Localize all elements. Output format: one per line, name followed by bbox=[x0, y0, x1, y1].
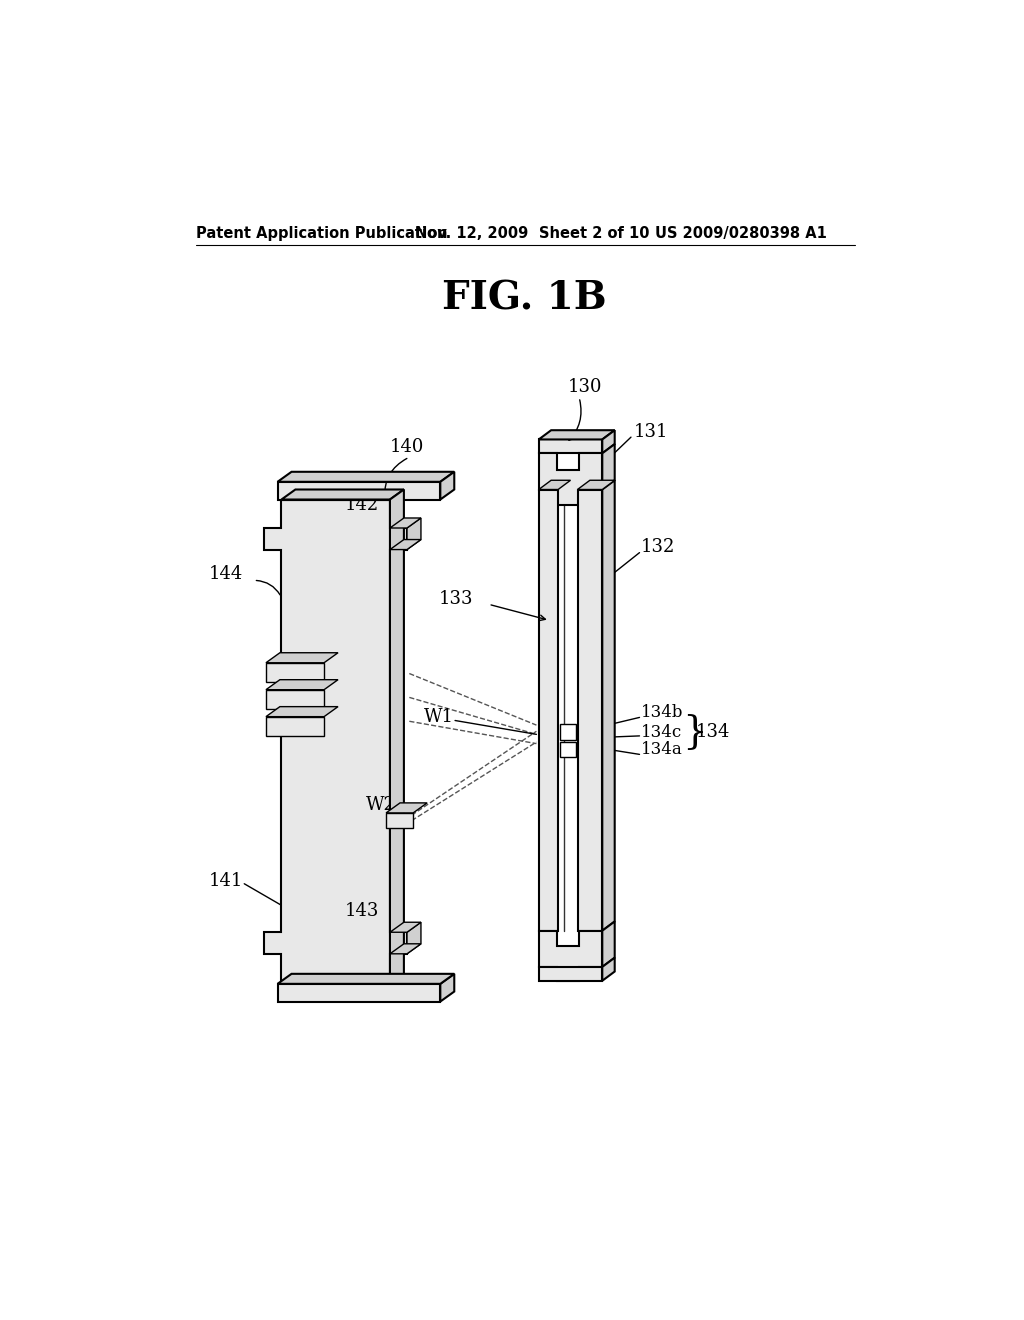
Polygon shape bbox=[602, 958, 614, 981]
Text: 132: 132 bbox=[641, 539, 676, 556]
Text: }: } bbox=[682, 714, 707, 751]
Polygon shape bbox=[278, 974, 455, 983]
Polygon shape bbox=[539, 931, 602, 981]
Polygon shape bbox=[266, 663, 324, 682]
Polygon shape bbox=[390, 944, 421, 954]
Text: 134c: 134c bbox=[641, 723, 682, 741]
Polygon shape bbox=[539, 966, 602, 981]
Polygon shape bbox=[266, 689, 324, 709]
Polygon shape bbox=[407, 923, 421, 954]
Text: FIG. 1B: FIG. 1B bbox=[442, 280, 607, 318]
Text: 130: 130 bbox=[567, 378, 602, 396]
Polygon shape bbox=[266, 680, 338, 689]
Polygon shape bbox=[539, 490, 558, 931]
Text: 142: 142 bbox=[345, 496, 379, 513]
Text: 134a: 134a bbox=[641, 742, 683, 758]
Polygon shape bbox=[602, 480, 614, 931]
Polygon shape bbox=[539, 440, 602, 453]
Text: 134: 134 bbox=[695, 723, 730, 741]
Polygon shape bbox=[282, 490, 403, 499]
Polygon shape bbox=[440, 471, 455, 499]
Polygon shape bbox=[407, 517, 421, 549]
Polygon shape bbox=[560, 725, 575, 739]
Polygon shape bbox=[390, 517, 421, 528]
Polygon shape bbox=[440, 974, 455, 1002]
Text: Nov. 12, 2009: Nov. 12, 2009 bbox=[415, 226, 528, 242]
Polygon shape bbox=[264, 499, 407, 983]
Text: Sheet 2 of 10: Sheet 2 of 10 bbox=[539, 226, 649, 242]
Polygon shape bbox=[602, 430, 614, 453]
Text: 143: 143 bbox=[345, 903, 379, 920]
Text: 144: 144 bbox=[209, 565, 243, 583]
Text: 141: 141 bbox=[208, 871, 243, 890]
Text: W1: W1 bbox=[424, 708, 454, 726]
Text: US 2009/0280398 A1: US 2009/0280398 A1 bbox=[655, 226, 826, 242]
Text: Patent Application Publication: Patent Application Publication bbox=[197, 226, 447, 242]
Polygon shape bbox=[266, 653, 338, 663]
Polygon shape bbox=[578, 490, 602, 931]
Text: W2: W2 bbox=[366, 796, 395, 814]
Polygon shape bbox=[539, 430, 614, 440]
Polygon shape bbox=[386, 803, 427, 813]
Polygon shape bbox=[390, 540, 421, 549]
Polygon shape bbox=[278, 471, 455, 482]
Polygon shape bbox=[602, 444, 614, 490]
Polygon shape bbox=[278, 983, 440, 1002]
Polygon shape bbox=[539, 480, 570, 490]
Text: 131: 131 bbox=[633, 422, 668, 441]
Polygon shape bbox=[278, 482, 440, 499]
Text: 140: 140 bbox=[390, 438, 424, 457]
Polygon shape bbox=[578, 480, 614, 490]
Polygon shape bbox=[266, 706, 338, 717]
Polygon shape bbox=[386, 813, 414, 829]
Polygon shape bbox=[390, 923, 421, 932]
Text: 134b: 134b bbox=[641, 705, 684, 721]
Polygon shape bbox=[560, 742, 575, 758]
Polygon shape bbox=[602, 921, 614, 966]
Text: 133: 133 bbox=[438, 590, 473, 607]
Polygon shape bbox=[390, 490, 403, 983]
Polygon shape bbox=[266, 717, 324, 737]
Polygon shape bbox=[539, 453, 602, 506]
